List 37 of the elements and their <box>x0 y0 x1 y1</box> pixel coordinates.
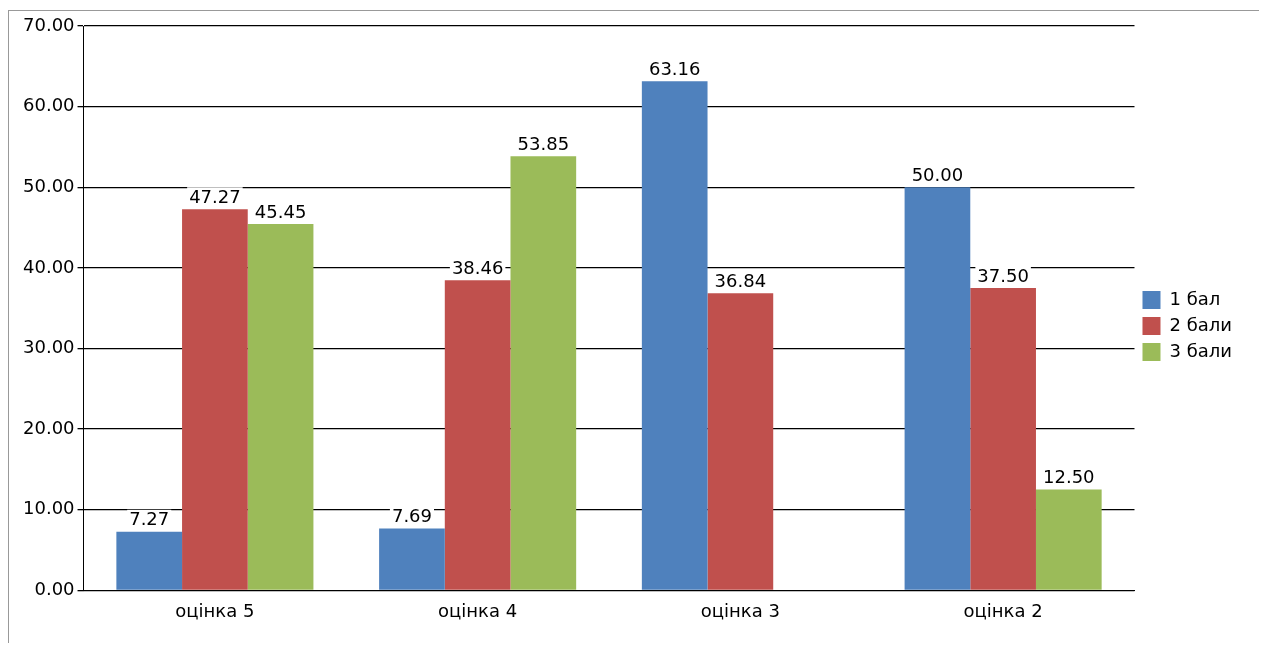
data-label: 38.46 <box>451 256 504 278</box>
legend-label: 3 бали <box>1169 339 1233 361</box>
data-label: 63.16 <box>648 57 701 79</box>
bar <box>116 531 183 590</box>
bar <box>444 280 511 590</box>
y-tick-label: 10.00 <box>23 497 75 519</box>
x-tick-label: оцінка 4 <box>438 599 518 621</box>
x-tick-label: оцінка 3 <box>700 599 780 621</box>
data-label: 7.69 <box>391 505 432 527</box>
data-label: 45.45 <box>254 200 307 222</box>
y-tick-label: 20.00 <box>23 416 75 438</box>
data-label: 53.85 <box>517 132 570 154</box>
y-tick-label: 0.00 <box>34 578 75 600</box>
legend-label: 1 бал <box>1169 287 1221 309</box>
x-tick-label: оцінка 2 <box>963 599 1043 621</box>
y-tick-label: 40.00 <box>23 255 75 277</box>
y-tick-label: 50.00 <box>23 174 75 196</box>
bar <box>510 156 577 590</box>
data-label: 12.50 <box>1043 466 1095 488</box>
data-label: 47.27 <box>189 185 241 207</box>
bar <box>247 223 314 590</box>
x-tick-label: оцінка 5 <box>175 599 255 621</box>
legend-label: 2 бали <box>1169 313 1233 335</box>
data-label: 36.84 <box>714 270 767 292</box>
bar <box>904 187 971 590</box>
y-tick-label: 30.00 <box>23 336 75 358</box>
bar <box>379 528 445 590</box>
bar <box>641 81 708 590</box>
y-tick-label: 70.00 <box>23 13 75 35</box>
data-label: 7.27 <box>129 508 170 530</box>
bar <box>1035 489 1102 590</box>
data-label: 50.00 <box>911 163 964 185</box>
bar <box>707 293 774 590</box>
y-tick-label: 60.00 <box>23 94 75 116</box>
bar <box>182 209 248 590</box>
bar <box>970 288 1036 590</box>
data-label: 37.50 <box>977 264 1029 286</box>
